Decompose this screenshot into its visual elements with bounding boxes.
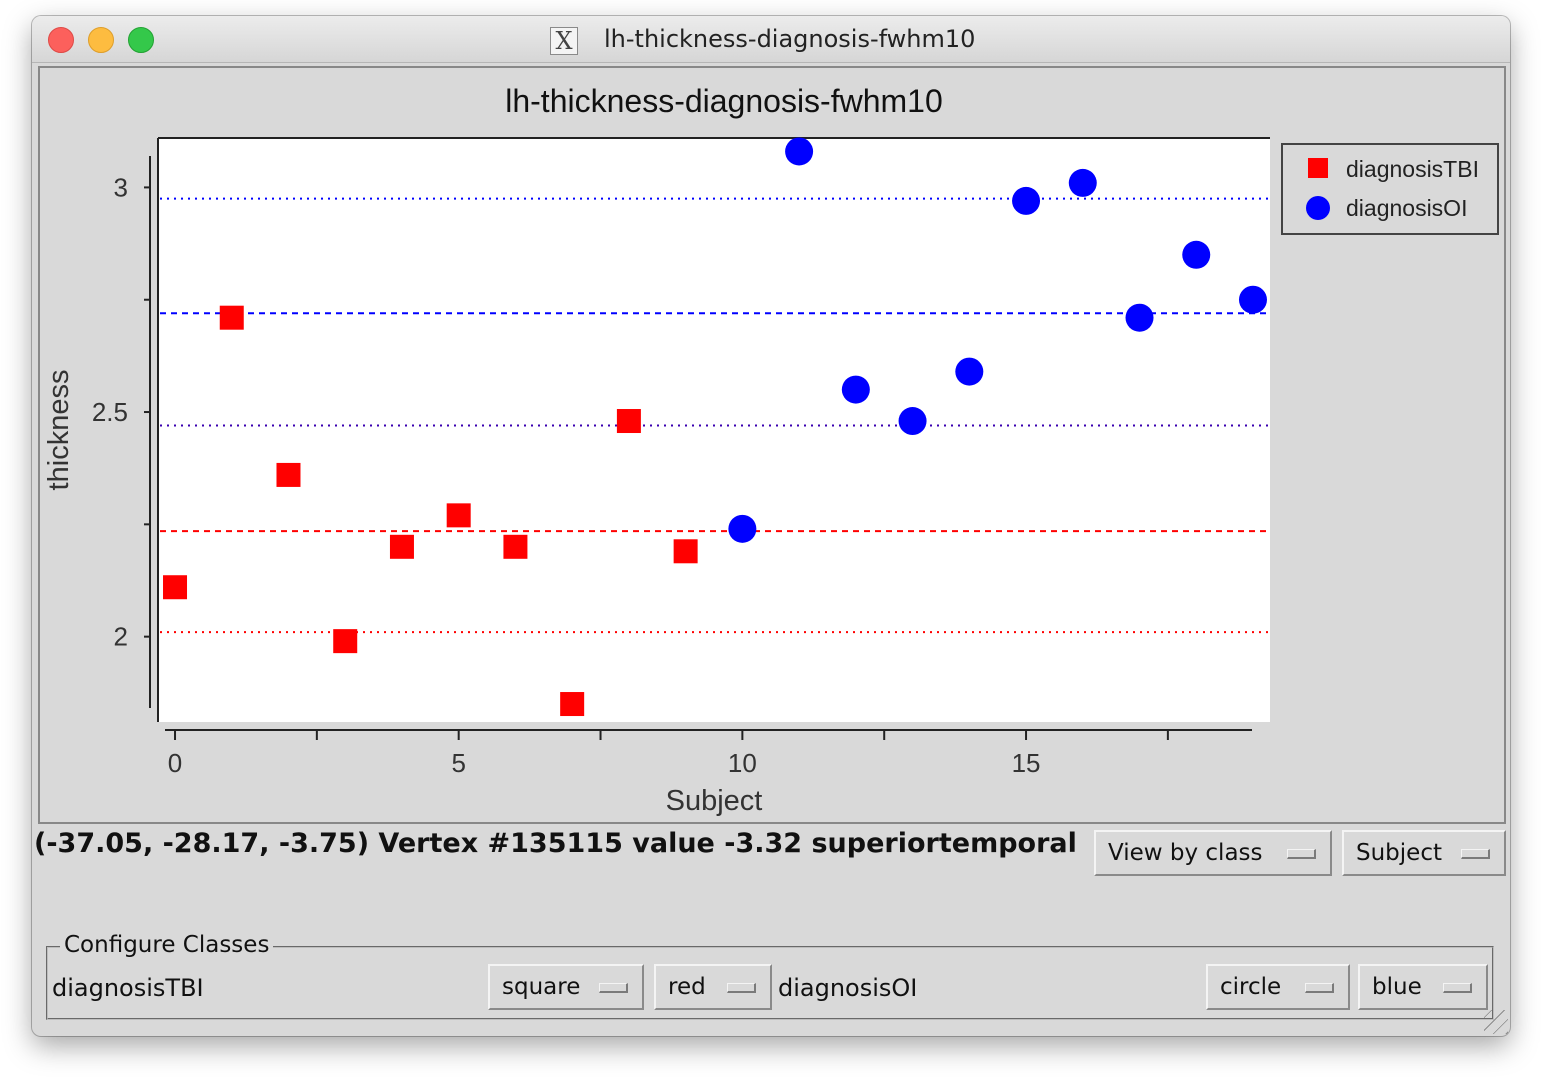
point-diagnosisOI (955, 357, 984, 386)
x-tick-label: 0 (168, 748, 182, 778)
legend-label-diagnosisOI: diagnosisOI (1346, 195, 1467, 221)
plot-area (158, 138, 1270, 722)
dropdown-grip-icon (1287, 849, 1316, 859)
x-tick-label: 10 (728, 748, 757, 778)
dropdown-grip-icon (599, 983, 628, 993)
point-diagnosisTBI (219, 305, 244, 330)
point-diagnosisTBI (616, 409, 641, 434)
marker-value-diagnosisOI: circle (1220, 974, 1282, 1000)
marker-dropdown-diagnosisTBI[interactable]: square (488, 964, 644, 1010)
y-tick-label: 3 (114, 172, 128, 202)
plot-frame: lh-thickness-diagnosis-fwhm10 Subject th… (38, 66, 1506, 824)
point-diagnosisTBI (673, 539, 698, 564)
y-tick-label: 2.5 (92, 397, 128, 427)
legend-label-diagnosisTBI: diagnosisTBI (1346, 156, 1479, 182)
color-value-diagnosisTBI: red (668, 974, 706, 1000)
dropdown-grip-icon (727, 983, 756, 993)
point-diagnosisOI (841, 375, 870, 404)
dropdown-grip-icon (1443, 983, 1472, 993)
marker-value-diagnosisTBI: square (502, 974, 581, 1000)
title-bar[interactable]: X lh-thickness-diagnosis-fwhm10 (32, 16, 1510, 63)
class-name-diagnosisOI: diagnosisOI (778, 974, 918, 1002)
point-diagnosisTBI (163, 575, 188, 600)
color-value-diagnosisOI: blue (1372, 974, 1422, 1000)
point-diagnosisOI (1012, 186, 1041, 215)
close-window-button[interactable] (48, 27, 74, 53)
maximize-window-button[interactable] (128, 27, 154, 53)
color-dropdown-diagnosisTBI[interactable]: red (654, 964, 772, 1010)
point-diagnosisTBI (389, 534, 414, 559)
configure-classes-title: Configure Classes (60, 932, 274, 958)
view-mode-value: View by class (1108, 840, 1263, 866)
marker-dropdown-diagnosisOI[interactable]: circle (1206, 964, 1350, 1010)
point-diagnosisTBI (560, 692, 585, 717)
x-tick-label: 15 (1012, 748, 1041, 778)
minimize-window-button[interactable] (88, 27, 114, 53)
y-axis-title: thickness (43, 370, 75, 491)
window-title: lh-thickness-diagnosis-fwhm10 (604, 25, 976, 53)
x-axis-value: Subject (1356, 840, 1442, 866)
point-diagnosisOI (1238, 285, 1267, 314)
legend-marker-diagnosisOI (1306, 196, 1330, 220)
chart-title: lh-thickness-diagnosis-fwhm10 (505, 83, 943, 119)
point-diagnosisTBI (276, 462, 301, 487)
x-axis-title: Subject (666, 785, 763, 817)
point-diagnosisOI (898, 407, 927, 436)
x-tick-label: 5 (451, 748, 465, 778)
dropdown-grip-icon (1461, 849, 1490, 859)
view-mode-dropdown[interactable]: View by class (1094, 830, 1332, 876)
point-diagnosisOI (785, 137, 814, 166)
point-diagnosisOI (1068, 168, 1097, 197)
y-tick-label: 2 (114, 622, 128, 652)
class-name-diagnosisTBI: diagnosisTBI (52, 974, 204, 1002)
point-diagnosisOI (1182, 240, 1211, 269)
x-axis-dropdown[interactable]: Subject (1342, 830, 1506, 876)
point-diagnosisTBI (446, 503, 471, 528)
scatter-chart: lh-thickness-diagnosis-fwhm10 Subject th… (43, 83, 1499, 817)
point-diagnosisTBI (503, 534, 528, 559)
legend-marker-diagnosisTBI (1308, 158, 1328, 178)
point-diagnosisOI (728, 514, 757, 543)
point-diagnosisTBI (333, 629, 358, 654)
dropdown-grip-icon (1305, 983, 1334, 993)
app-window: X lh-thickness-diagnosis-fwhm10 lh-thick… (32, 16, 1510, 1036)
point-diagnosisOI (1125, 303, 1154, 332)
color-dropdown-diagnosisOI[interactable]: blue (1358, 964, 1488, 1010)
configure-classes-group (46, 946, 1494, 1020)
x11-app-icon: X (550, 27, 578, 55)
vertex-status-text: (-37.05, -28.17, -3.75) Vertex #135115 v… (34, 828, 1077, 859)
window-resize-handle[interactable] (1484, 1010, 1508, 1034)
